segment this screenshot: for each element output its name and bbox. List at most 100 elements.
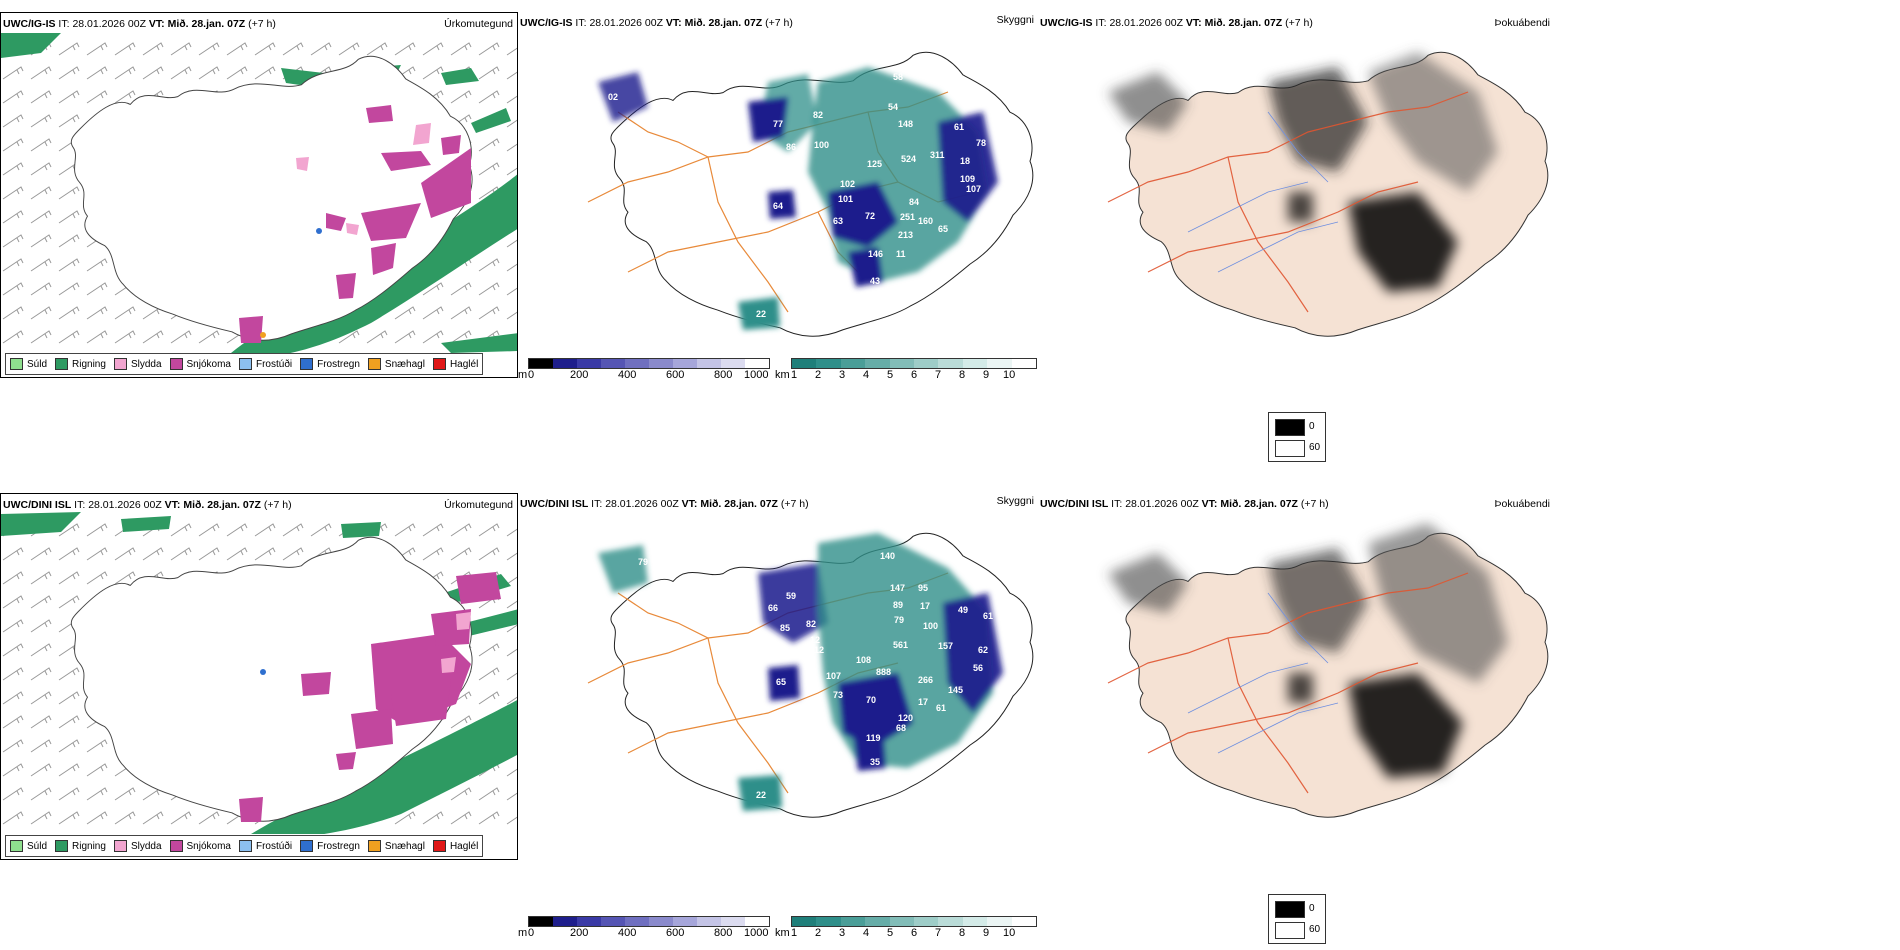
colorbar-tick: 9 [983,369,990,381]
fog-legend-min: 0 [1309,903,1315,914]
legend-item-frostudi: Frostúði [238,358,292,370]
swatch [300,358,314,370]
colorbar [791,358,1037,369]
cloud-base-label: 119 [866,733,881,743]
fog-indicator-panel-top: UWC/IG-IS IT: 28.01.2026 00Z VT: Mið. 28… [1038,12,1554,378]
rivers [1187,592,1339,754]
colorbar-tick: 600 [666,369,685,381]
cloud-base-label: 56 [973,663,983,673]
legend-item-frostregn: Frostregn [300,358,360,370]
precip-type-panel-top: UWC/IG-IS IT: 28.01.2026 00Z VT: Mið. 28… [0,12,518,378]
fog-legend-top: 0 60 [1268,412,1326,462]
colorbar-tick: 1000 [744,927,769,939]
precip-legend: Súld Rigning Slydda Snjókoma Frostúði Fr… [5,353,484,375]
fog-legend-max: 60 [1309,442,1321,453]
cloud-base-label: 65 [776,677,786,687]
cloud-base-label: 18 [960,156,970,166]
panel-title: UWC/IG-IS IT: 28.01.2026 00Z VT: Mið. 28… [1040,17,1313,29]
fog-legend-black [1275,901,1305,918]
cloud-base-label: 62 [978,645,988,655]
cloud-base-label: 65 [938,224,948,234]
cloud-base-label: 100 [814,140,829,150]
swatch [432,358,446,370]
colorbar-tick: 5 [887,369,894,381]
cloud-base-label: 145 [948,685,963,695]
low-cloud-areas [598,67,998,330]
freezing-rain-spot [316,228,322,234]
colorbar-tick: 2 [815,369,822,381]
cloud-base-label: 311 [930,150,945,160]
colorbar-unit: km [775,369,790,381]
cloud-base-label: 64 [773,201,783,211]
precip-map [1,33,517,353]
visibility-colorbar-bottom: km 1 2 3 4 5 6 7 8 9 10 [775,915,1037,947]
colorbar-tick: 3 [839,369,846,381]
colorbar-tick: 8 [959,927,966,939]
cloud-base-label: 100 [923,621,938,631]
cloud-base-label: 157 [938,641,953,651]
cloud-base-label: 213 [898,230,913,240]
legend-item-rigning: Rigning [55,840,106,852]
colorbar-tick: 4 [863,369,870,381]
fog-indicator-panel-bottom: UWC/DINI ISL IT: 28.01.2026 00Z VT: Mið.… [1038,493,1554,860]
legend-item-snaehagl: Snæhagl [367,840,425,852]
colorbar-unit: m [518,369,528,381]
cloud-base-label: 78 [976,138,986,148]
visibility-map: 79 66 59 85 82 12 12 140 147 95 89 17 79… [587,532,1034,818]
cloud-base-label: 84 [909,197,919,207]
cloud-base-label: 524 [901,154,916,164]
panel-title: UWC/DINI ISL IT: 28.01.2026 00Z VT: Mið.… [3,499,292,511]
precip-legend: Súld Rigning Slydda Snjókoma Frostúði Fr… [5,835,484,857]
cloud-base-label: 85 [780,623,790,633]
cloud-base-label: 140 [880,551,895,561]
cloud-base-label: 888 [876,667,891,677]
colorbar-tick: 0 [528,369,535,381]
cloud-base-label: 95 [918,583,928,593]
colorbar-tick: 800 [714,927,733,939]
visibility-panel-top: UWC/IG-IS IT: 28.01.2026 00Z VT: Mið. 28… [518,12,1038,378]
visibility-panel-bottom: UWC/DINI ISL IT: 28.01.2026 00Z VT: Mið.… [518,493,1038,860]
colorbar-tick: 1 [791,927,798,939]
rivers [1187,111,1339,273]
cloud-base-label: 109 [960,174,975,184]
cloud-base-label: 148 [898,119,913,129]
colorbar-tick: 400 [618,927,637,939]
cloud-base-label: 70 [866,695,876,705]
colorbar-tick: 10 [1003,927,1016,939]
cloud-base-label: 11 [896,249,906,259]
cloud-base-label: 73 [833,690,843,700]
legend-item-slydda: Slydda [113,840,162,852]
panel-title: UWC/DINI ISL IT: 28.01.2026 00Z VT: Mið.… [520,498,809,510]
precip-map [1,512,517,834]
cloud-base-label: 12 [810,635,820,645]
colorbar-tick: 6 [911,927,918,939]
snow-area [239,105,471,343]
cloud-base-labels: 79 66 59 85 82 12 12 140 147 95 89 17 79… [638,551,993,800]
road-network [1107,572,1469,794]
road-network [1107,91,1469,313]
cloud-base-label: 35 [870,757,880,767]
colorbar-tick: 800 [714,369,733,381]
cloud-base-label: 125 [867,159,882,169]
precip-type-panel-bottom: UWC/DINI ISL IT: 28.01.2026 00Z VT: Mið.… [0,493,518,860]
legend-item-snjokoma: Snjókoma [169,840,231,852]
cloud-base-label: 22 [756,790,766,800]
swatch [367,840,381,852]
colorbar [528,358,770,369]
colorbar-tick: 9 [983,927,990,939]
colorbar-tick: 3 [839,927,846,939]
legend-item-rigning: Rigning [55,358,106,370]
colorbar-tick: 1000 [744,369,769,381]
cloud-base-label: 22 [756,309,766,319]
cloud-base-label: 12 [814,645,824,655]
fog-label: Þokuábendi [1494,498,1550,510]
cloud-base-label: 266 [918,675,933,685]
legend-item-haglel: Haglél [432,840,478,852]
cloud-base-label: 160 [918,216,933,226]
fog-legend-white [1275,922,1305,939]
precip-type-label: Úrkomutegund [444,18,513,30]
panel-title: UWC/IG-IS IT: 28.01.2026 00Z VT: Mið. 28… [3,18,276,30]
fog-map [1107,51,1549,337]
cloud-base-label: 61 [954,122,964,132]
colorbar-tick: 400 [618,369,637,381]
